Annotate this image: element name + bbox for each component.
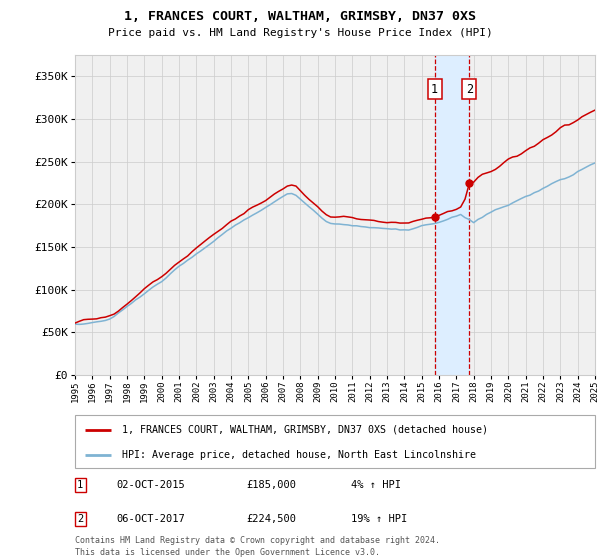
Text: £185,000: £185,000: [247, 480, 296, 490]
Text: Contains HM Land Registry data © Crown copyright and database right 2024.: Contains HM Land Registry data © Crown c…: [75, 536, 440, 545]
Text: 4% ↑ HPI: 4% ↑ HPI: [350, 480, 401, 490]
FancyBboxPatch shape: [75, 415, 595, 468]
Text: Price paid vs. HM Land Registry's House Price Index (HPI): Price paid vs. HM Land Registry's House …: [107, 28, 493, 38]
Text: 1: 1: [77, 480, 83, 490]
Text: £224,500: £224,500: [247, 514, 296, 524]
Text: 02-OCT-2015: 02-OCT-2015: [116, 480, 185, 490]
Text: 2: 2: [466, 83, 473, 96]
Text: 1, FRANCES COURT, WALTHAM, GRIMSBY, DN37 0XS (detached house): 1, FRANCES COURT, WALTHAM, GRIMSBY, DN37…: [122, 425, 488, 435]
Text: 2: 2: [77, 514, 83, 524]
Text: 1: 1: [431, 83, 438, 96]
Text: 1, FRANCES COURT, WALTHAM, GRIMSBY, DN37 0XS: 1, FRANCES COURT, WALTHAM, GRIMSBY, DN37…: [124, 10, 476, 23]
Text: HPI: Average price, detached house, North East Lincolnshire: HPI: Average price, detached house, Nort…: [122, 450, 476, 460]
Text: 06-OCT-2017: 06-OCT-2017: [116, 514, 185, 524]
Bar: [434, 55, 469, 375]
Text: This data is licensed under the Open Government Licence v3.0.: This data is licensed under the Open Gov…: [75, 548, 380, 557]
Text: 19% ↑ HPI: 19% ↑ HPI: [350, 514, 407, 524]
